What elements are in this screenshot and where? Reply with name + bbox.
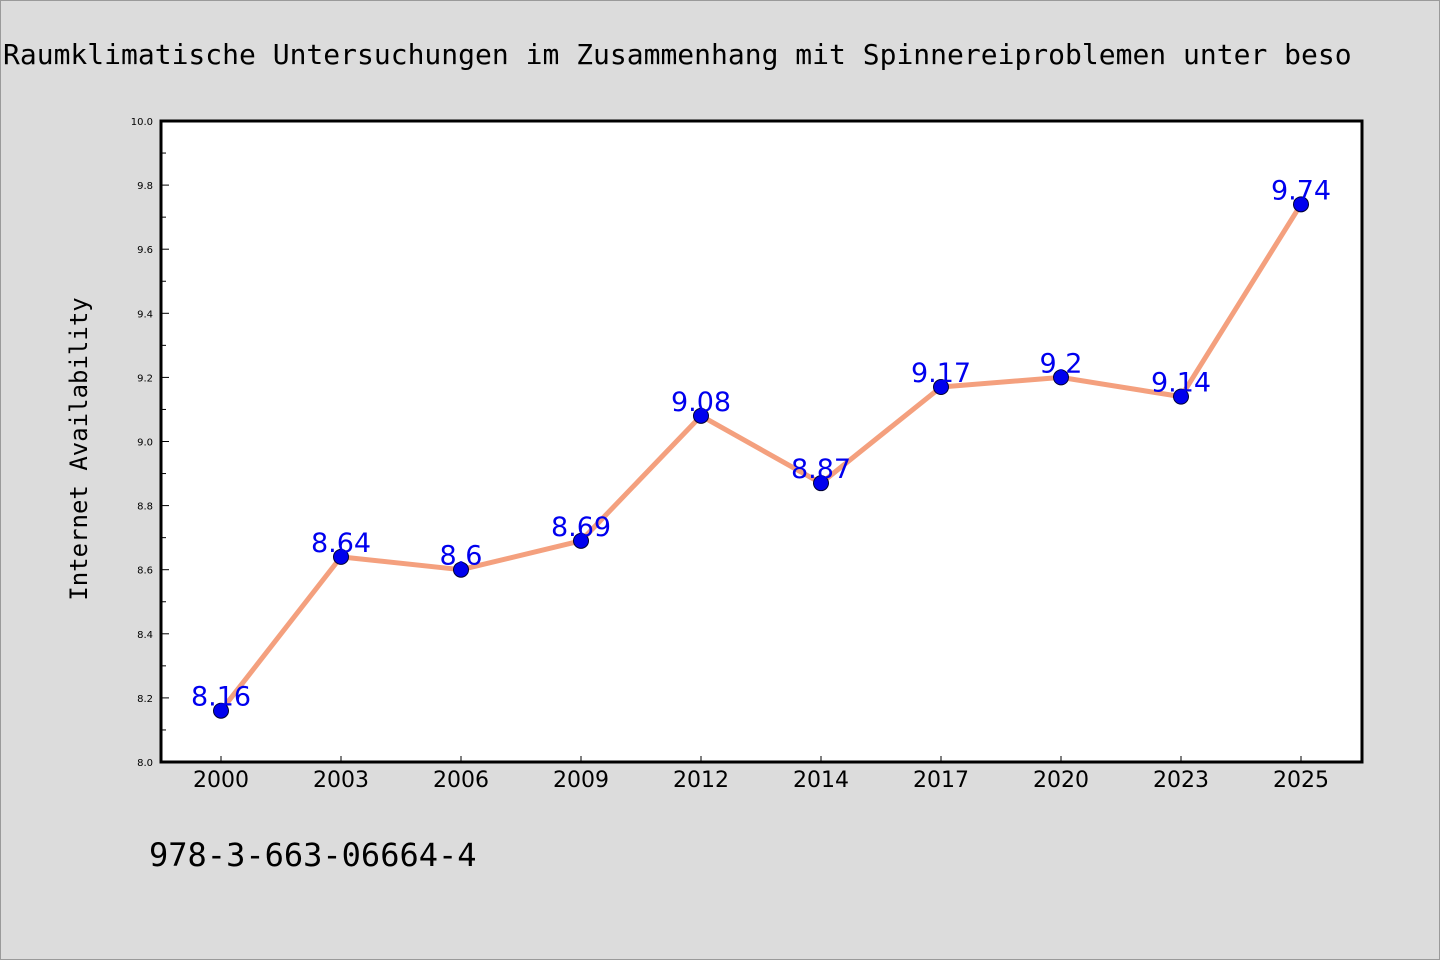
y-tick-label: 8.6 bbox=[137, 566, 153, 577]
y-tick-label: 8.8 bbox=[137, 502, 153, 513]
y-axis: 8.0 8.2 8.4 8.6 8.8 9.0 9.2 9.4 9.6 9.8 10.0 bbox=[131, 117, 169, 769]
y-tick-label: 10.0 bbox=[131, 117, 153, 128]
x-axis: 2000 2003 2006 2009 2012 2014 2017 2020 2023 2025 bbox=[193, 756, 1329, 793]
y-tick-label: 9.2 bbox=[137, 373, 153, 384]
data-label: 9.74 bbox=[1271, 175, 1331, 206]
data-label: 8.64 bbox=[311, 528, 371, 559]
x-tick-label: 2014 bbox=[793, 768, 849, 793]
data-label: 8.69 bbox=[551, 512, 611, 543]
y-tick-label: 9.8 bbox=[137, 181, 153, 192]
data-point bbox=[813, 475, 829, 492]
data-label: 9.2 bbox=[1040, 348, 1083, 379]
y-tick-label: 8.4 bbox=[137, 630, 153, 641]
data-label: 8.6 bbox=[440, 541, 483, 572]
data-point bbox=[573, 532, 589, 549]
y-tick-label: 9.4 bbox=[137, 309, 153, 320]
y-tick-label: 9.6 bbox=[137, 245, 153, 256]
x-tick-label: 2012 bbox=[673, 768, 729, 793]
data-point bbox=[333, 548, 349, 565]
y-tick-label: 9.0 bbox=[137, 438, 153, 449]
chart-title: Raumklimatische Untersuchungen im Zusamm… bbox=[3, 38, 1352, 71]
plot-area bbox=[159, 119, 1364, 764]
x-tick-label: 2000 bbox=[193, 768, 249, 793]
data-point bbox=[213, 702, 229, 719]
x-tick-label: 2025 bbox=[1273, 768, 1329, 793]
y-tick-label: 8.0 bbox=[137, 758, 153, 769]
data-point bbox=[933, 379, 949, 396]
data-label: 9.17 bbox=[911, 358, 971, 389]
series-layer bbox=[213, 196, 1309, 719]
x-tick-label: 2006 bbox=[433, 768, 489, 793]
data-labels: 8.16 8.64 8.6 8.69 9.08 8.87 9.17 9.2 9.14 9.74 bbox=[191, 175, 1331, 712]
x-tick-label: 2017 bbox=[913, 768, 969, 793]
data-point bbox=[1173, 388, 1189, 405]
data-label: 9.08 bbox=[671, 387, 731, 418]
x-tick-label: 2023 bbox=[1153, 768, 1209, 793]
x-tick-label: 2003 bbox=[313, 768, 369, 793]
data-label: 8.87 bbox=[791, 454, 851, 485]
isbn-text: 978-3-663-06664-4 bbox=[149, 836, 477, 874]
y-tick-label: 8.2 bbox=[137, 694, 153, 705]
data-point bbox=[453, 561, 469, 578]
x-tick-label: 2020 bbox=[1033, 768, 1089, 793]
y-axis-label: Internet Availability bbox=[65, 297, 93, 600]
data-label: 8.16 bbox=[191, 682, 251, 713]
data-point bbox=[1293, 196, 1309, 213]
x-tick-label: 2009 bbox=[553, 768, 609, 793]
series-line bbox=[218, 201, 1304, 714]
data-point bbox=[1053, 369, 1069, 386]
data-label: 9.14 bbox=[1151, 368, 1211, 399]
data-point bbox=[693, 407, 709, 424]
